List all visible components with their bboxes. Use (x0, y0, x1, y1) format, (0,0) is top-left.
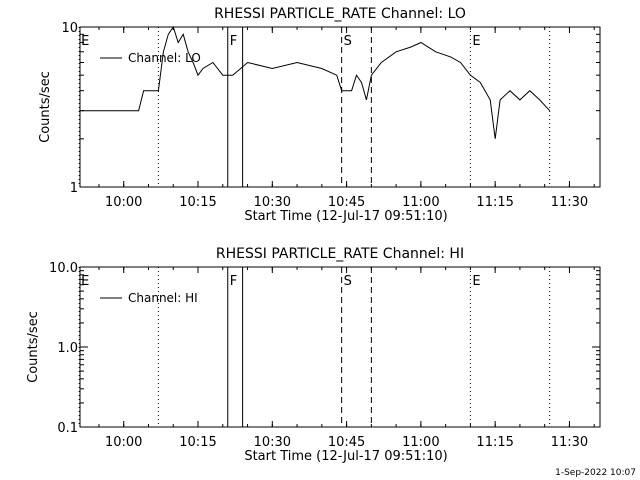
x-tick-label: 10:30 (254, 195, 291, 210)
chart-title: RHESSI PARTICLE_RATE Channel: LO (214, 6, 466, 22)
event-marker-label: F (230, 34, 237, 49)
x-tick-label: 10:00 (105, 195, 142, 210)
x-tick-label: 10:30 (254, 435, 291, 450)
legend-label: Channel: LO (128, 51, 201, 65)
x-tick-label: 11:15 (476, 195, 513, 210)
event-marker-label: E (472, 34, 480, 49)
event-marker-label: E (81, 34, 89, 49)
footer-timestamp: 1-Sep-2022 10:07 (555, 468, 636, 478)
plot-frame (79, 26, 601, 188)
y-tick-label: 1.0 (57, 341, 78, 356)
y-tick-label: 10 (61, 21, 78, 36)
chart-panel-lo: RHESSI PARTICLE_RATE Channel: LO 10:00 10:… (38, 6, 601, 224)
x-tick-label: 10:15 (179, 435, 216, 450)
x-tick-label: 11:30 (551, 435, 588, 450)
y-tick-label: 10.0 (49, 261, 78, 276)
x-tick-label: 11:30 (551, 195, 588, 210)
x-tick-label: 10:45 (328, 435, 365, 450)
x-tick-label: 10:15 (179, 195, 216, 210)
event-marker-label: S (344, 34, 352, 49)
y-tick-label: 1 (70, 181, 78, 196)
chart-panel-hi: RHESSI PARTICLE_RATE Channel: HI 10:00 10:… (26, 246, 601, 464)
x-tick-label: 10:00 (105, 435, 142, 450)
x-tick-label: 11:15 (476, 435, 513, 450)
event-marker-label: E (472, 274, 480, 289)
event-marker-label: S (344, 274, 352, 289)
y-axis-label: Counts/sec (26, 311, 41, 383)
y-axis-label: Counts/sec (38, 71, 53, 143)
x-tick-label: 10:45 (328, 195, 365, 210)
x-tick-label: 11:00 (402, 195, 439, 210)
x-tick-label: 11:00 (402, 435, 439, 450)
event-marker-label: E (81, 274, 89, 289)
legend-label: Channel: HI (128, 291, 198, 305)
event-marker-label: F (230, 274, 237, 289)
x-axis-label: Start Time (12-Jul-17 09:51:10) (244, 209, 447, 224)
series-line (79, 25, 551, 139)
x-axis-label: Start Time (12-Jul-17 09:51:10) (244, 449, 447, 464)
chart-title: RHESSI PARTICLE_RATE Channel: HI (216, 246, 464, 262)
y-tick-label: 0.1 (57, 421, 78, 436)
